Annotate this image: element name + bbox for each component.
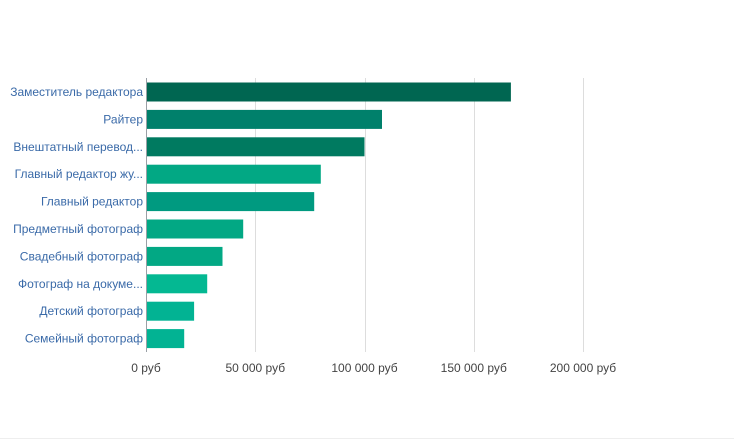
category-label-5: Предметный фотограф bbox=[13, 222, 143, 236]
bar-4[interactable] bbox=[146, 192, 315, 212]
bar-2[interactable] bbox=[146, 137, 365, 157]
category-label-1: Райтер bbox=[103, 112, 143, 126]
category-label-3: Главный редактор жу... bbox=[15, 167, 143, 181]
bar-8[interactable] bbox=[146, 301, 195, 321]
category-label-7: Фотограф на докуме... bbox=[18, 277, 143, 291]
category-label-8: Детский фотограф bbox=[39, 304, 143, 318]
bar-0[interactable] bbox=[146, 82, 511, 102]
bar-5[interactable] bbox=[146, 219, 244, 239]
category-label-9: Семейный фотограф bbox=[25, 332, 143, 346]
x-tick-label-0: 0 руб bbox=[131, 361, 161, 375]
x-tick-label-4: 200 000 руб bbox=[550, 361, 616, 375]
category-label-6: Свадебный фотограф bbox=[20, 249, 143, 263]
bars bbox=[146, 82, 511, 349]
x-tick-label-2: 100 000 руб bbox=[331, 361, 397, 375]
category-label-0: Заместитель редактора bbox=[10, 85, 143, 99]
bar-6[interactable] bbox=[146, 246, 223, 266]
bar-1[interactable] bbox=[146, 109, 382, 129]
bar-7[interactable] bbox=[146, 274, 208, 294]
x-tick-label-1: 50 000 руб bbox=[226, 361, 286, 375]
x-tick-label-3: 150 000 руб bbox=[441, 361, 507, 375]
category-label-2: Внештатный перевод... bbox=[13, 140, 143, 154]
category-labels: Заместитель редактора Райтер Внештатный пе… bbox=[10, 85, 143, 346]
bar-3[interactable] bbox=[146, 164, 321, 184]
bar-9[interactable] bbox=[146, 329, 185, 349]
x-tick-labels: 0 руб 50 000 руб 100 000 руб 150 000 руб 200… bbox=[131, 361, 616, 375]
category-label-4: Главный редактор bbox=[41, 195, 143, 209]
